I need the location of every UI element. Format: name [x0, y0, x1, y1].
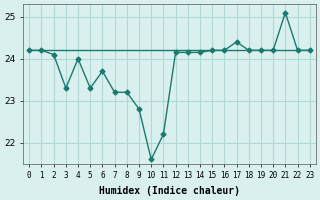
- X-axis label: Humidex (Indice chaleur): Humidex (Indice chaleur): [99, 186, 240, 196]
